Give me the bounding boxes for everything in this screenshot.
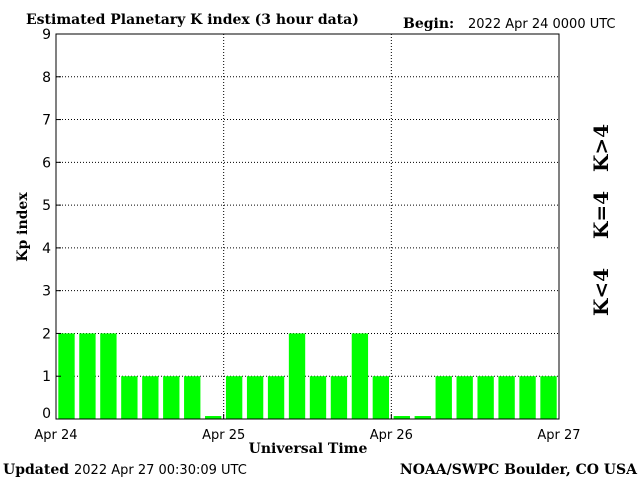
begin-value: 2022 Apr 24 0000 UTC [468, 17, 616, 32]
grid-lines [56, 33, 559, 419]
kp-bar [100, 333, 117, 419]
kp-bar [121, 376, 138, 419]
y-tick-label: 2 [42, 326, 51, 342]
kp-bar [498, 376, 515, 419]
legend-greater-than-4: K>4 [589, 124, 613, 172]
updated-value: 2022 Apr 27 00:30:09 UTC [74, 463, 247, 478]
credit-text: NOAA/SWPC Boulder, CO USA [400, 462, 638, 478]
y-tick-label: 7 [42, 113, 51, 129]
legend-less-than-4: K<4 [589, 268, 613, 316]
kp-bar [246, 376, 264, 419]
y-tick-label: 8 [42, 70, 51, 86]
kp-bar [309, 376, 327, 419]
kp-bar [393, 416, 410, 419]
kp-bar [288, 333, 306, 419]
x-tick-label: Apr 26 [370, 428, 413, 443]
legend-equal-4: K=4 [589, 191, 613, 239]
kp-bar [456, 376, 473, 419]
kp-bar [330, 376, 348, 419]
kp-bar [519, 376, 536, 419]
kp-bar [267, 376, 285, 419]
kp-bar [540, 376, 557, 419]
y-tick-label: 3 [42, 284, 51, 300]
x-axis-ticks: Apr 24 Apr 25 Apr 26 Apr 27 [34, 414, 581, 443]
kp-bar [435, 376, 452, 419]
x-axis-label: Universal Time [249, 441, 368, 457]
x-tick-label: Apr 27 [537, 428, 580, 443]
y-tick-label: 1 [42, 369, 51, 385]
begin-label: Begin: [403, 16, 454, 32]
updated-label: Updated [3, 462, 69, 478]
y-tick-label: 4 [42, 241, 51, 257]
kp-bar [58, 333, 75, 419]
y-axis-label: Kp index [15, 192, 31, 262]
bar-series [58, 333, 557, 419]
chart-title: Estimated Planetary K index (3 hour data… [26, 12, 359, 28]
y-tick-label: 9 [42, 27, 51, 43]
y-tick-label: 0 [42, 406, 51, 422]
kp-bar [163, 376, 180, 419]
x-tick-label: Apr 25 [202, 428, 245, 443]
kp-bar [79, 333, 96, 419]
y-tick-label: 6 [42, 155, 51, 171]
kp-bar [414, 416, 431, 419]
kp-bar [184, 376, 201, 419]
y-axis-ticks: 0 1 2 3 4 5 6 7 8 9 [42, 27, 61, 422]
kp-bar [477, 376, 494, 419]
kp-bar [142, 376, 159, 419]
y-tick-label: 5 [42, 198, 51, 214]
kp-bar [205, 416, 222, 419]
kp-bar [372, 376, 390, 419]
kp-bar [225, 376, 243, 419]
x-tick-label: Apr 24 [34, 428, 77, 443]
plot-frame [55, 33, 560, 420]
kp-bar [351, 333, 369, 419]
